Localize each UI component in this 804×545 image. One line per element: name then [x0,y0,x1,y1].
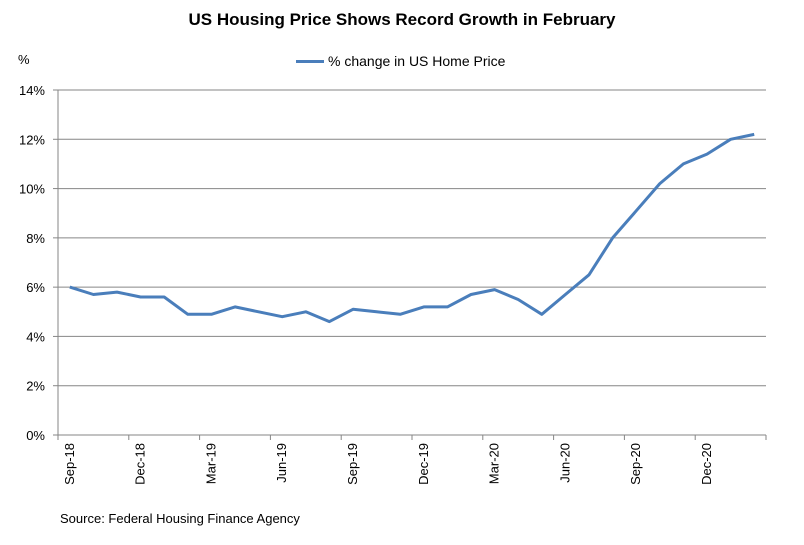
x-tick-label: Sep-20 [628,443,643,485]
x-tick-label: Mar-20 [487,443,502,484]
y-tick-label: 0% [26,428,45,443]
y-tick-label: 12% [19,132,45,147]
y-tick-label: 6% [26,280,45,295]
x-tick-label: Mar-19 [203,443,218,484]
x-tick-label: Jun-20 [557,443,572,483]
series-line-home-price [69,132,755,324]
y-tick-label: 2% [26,379,45,394]
x-tick-label: Dec-20 [699,443,714,485]
x-tick-label: Sep-18 [62,443,77,485]
source-note: Source: Federal Housing Finance Agency [60,511,300,526]
y-tick-label: 4% [26,329,45,344]
legend-line-swatch [296,59,324,63]
x-tick-label: Sep-19 [345,443,360,485]
x-tick-label: Dec-19 [416,443,431,485]
y-tick-label: 8% [26,231,45,246]
x-tick-label: Jun-19 [274,443,289,483]
y-tick-label: 10% [19,182,45,197]
legend-label: % change in US Home Price [328,53,506,69]
chart-title: US Housing Price Shows Record Growth in … [188,10,616,29]
y-tick-label: 14% [19,83,45,98]
y-axis-unit-label: % [18,52,30,67]
legend: % change in US Home Price [296,53,505,69]
x-tick-label: Dec-18 [133,443,148,485]
